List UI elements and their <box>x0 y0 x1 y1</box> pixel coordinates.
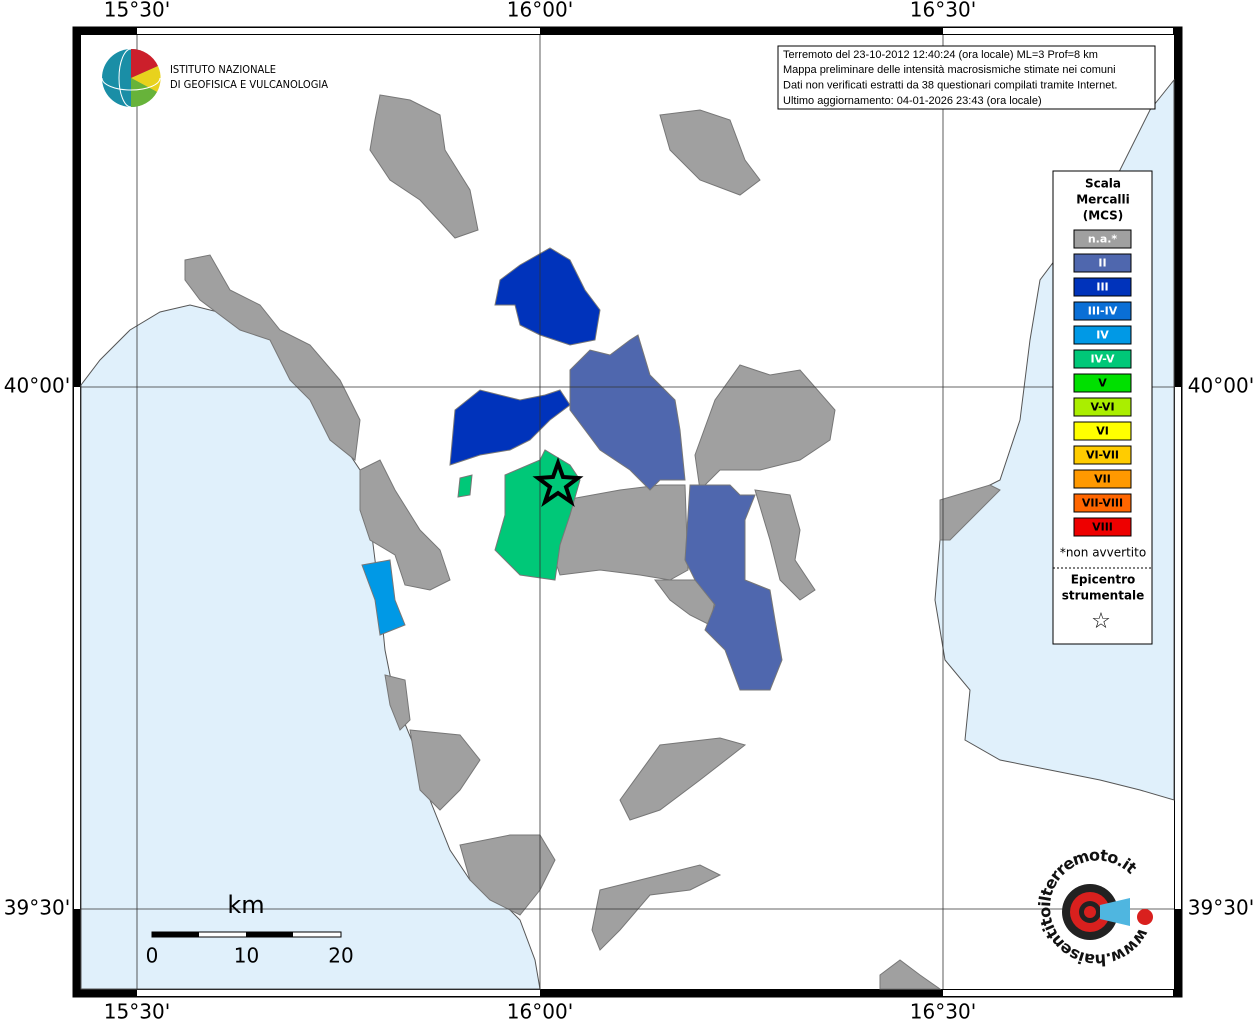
legend-label: V <box>1098 377 1107 390</box>
legend-label: VII <box>1094 473 1111 486</box>
lon-label: 16°00' <box>507 0 573 22</box>
scale-label: 20 <box>328 944 353 968</box>
info-box: Terremoto del 23-10-2012 12:40:24 (ora l… <box>777 45 1156 110</box>
legend-swatch <box>1073 421 1132 441</box>
lat-label: 39°30' <box>4 896 70 920</box>
lat-label: 40°00' <box>1188 374 1254 398</box>
legend-title: Scala <box>1085 177 1121 191</box>
scale-bar: km 0 10 20 <box>146 891 354 968</box>
epicenter-title: strumentale <box>1062 589 1145 603</box>
legend-swatch <box>1073 373 1132 393</box>
scale-unit: km <box>227 891 264 919</box>
legend-title: Mercalli <box>1076 193 1130 207</box>
lon-label: 16°00' <box>507 1000 573 1024</box>
legend-label: IV-V <box>1090 353 1115 366</box>
lon-label: 16°30' <box>910 1000 976 1024</box>
epicenter <box>532 457 584 508</box>
legend-label: IV <box>1096 329 1109 342</box>
legend-swatch <box>1073 229 1132 249</box>
legend-label: VI <box>1096 425 1109 438</box>
logo-line: ISTITUTO NAZIONALE <box>170 63 276 76</box>
legend-label: VI-VII <box>1086 449 1119 462</box>
lat-label: 39°30' <box>1188 896 1254 920</box>
legend-swatch <box>1073 277 1132 297</box>
epicenter-symbol: ☆ <box>1091 609 1111 634</box>
info-line: Mappa preliminare delle intensità macros… <box>783 64 1116 76</box>
scale-label: 0 <box>146 944 159 968</box>
lon-label: 15°30' <box>104 1000 170 1024</box>
lat-label: 40°00' <box>4 374 70 398</box>
graticule <box>81 35 1174 989</box>
legend-note: *non avvertito <box>1060 546 1146 560</box>
legend-swatch <box>1073 493 1132 513</box>
lon-label: 16°30' <box>910 0 976 22</box>
legend: ScalaMercalli(MCS)n.a.*IIIIIIII-IVIVIV-V… <box>1052 170 1153 645</box>
legend-swatch <box>1073 469 1132 489</box>
legend-swatch <box>1073 253 1132 273</box>
legend-label: n.a.* <box>1088 233 1118 246</box>
legend-swatch <box>1073 301 1132 321</box>
legend-label: II <box>1098 257 1106 270</box>
frame-bands <box>73 27 1182 997</box>
legend-swatch <box>1073 325 1132 345</box>
legend-label: V-VI <box>1090 401 1114 414</box>
legend-swatch <box>1073 349 1132 369</box>
legend-label: III-IV <box>1088 305 1118 318</box>
lon-label: 15°30' <box>104 0 170 22</box>
info-line: Terremoto del 23-10-2012 12:40:24 (ora l… <box>783 49 1098 61</box>
municipalities <box>184 94 1001 990</box>
epicenter-title: Epicentro <box>1071 573 1136 587</box>
legend-swatch <box>1073 397 1132 417</box>
info-line: Dati non verificati estratti da 38 quest… <box>783 80 1117 92</box>
legend-swatch <box>1073 517 1132 537</box>
legend-label: VII-VIII <box>1082 497 1123 510</box>
ingv-logo: ISTITUTO NAZIONALE DI GEOFISICA E VULCAN… <box>101 48 328 108</box>
scale-label: 10 <box>234 944 259 968</box>
legend-label: III <box>1096 281 1108 294</box>
logo-line: DI GEOFISICA E VULCANOLOGIA <box>170 78 328 91</box>
info-line: Ultimo aggiornamento: 04-01-2026 23:43 (… <box>783 95 1042 107</box>
legend-label: VIII <box>1092 521 1113 534</box>
legend-swatch <box>1073 445 1132 465</box>
legend-title: (MCS) <box>1083 209 1124 223</box>
